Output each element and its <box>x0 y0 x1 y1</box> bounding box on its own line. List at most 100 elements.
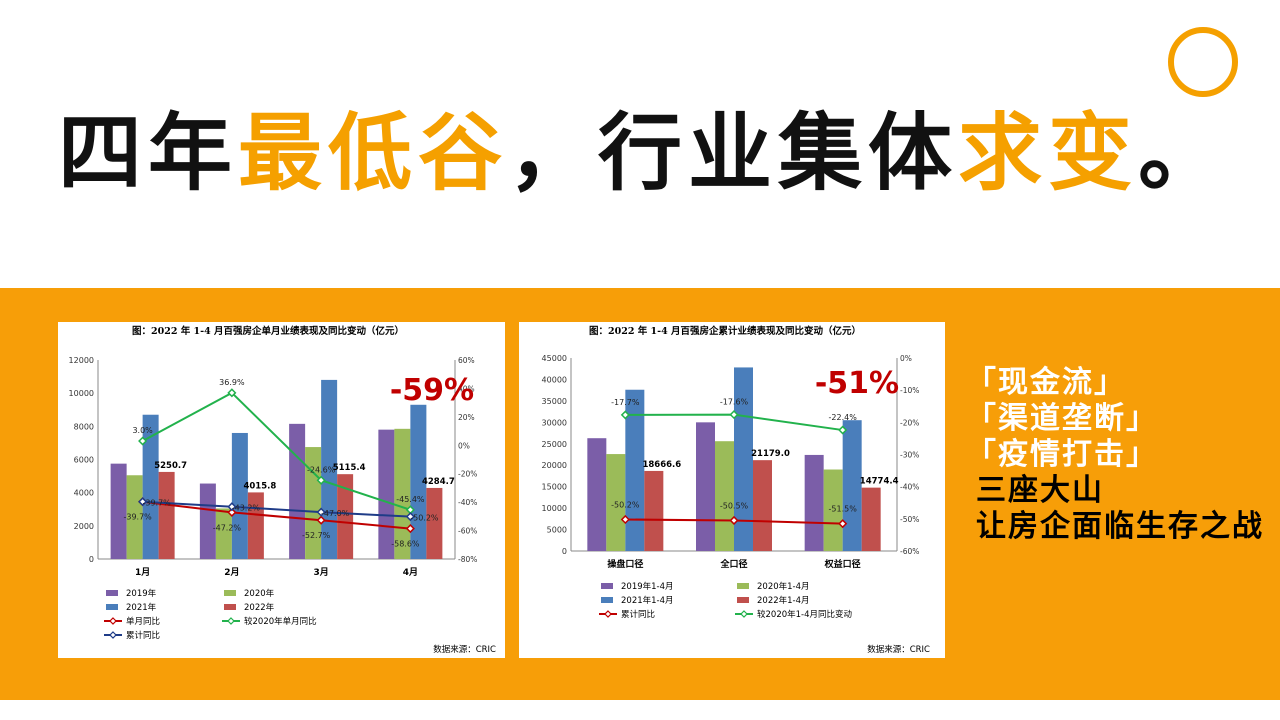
legend-label: 2020年1-4月 <box>757 581 810 592</box>
line-point <box>405 512 415 522</box>
line-point <box>405 524 415 534</box>
line-data-label: 3.0% <box>132 426 153 435</box>
line-data-label: -43.2% <box>232 504 261 513</box>
chart-title: 图：2022 年 1-4 月百强房企累计业绩表现及同比变动（亿元） <box>589 325 861 337</box>
bar-value-label: 5250.7 <box>154 461 187 471</box>
bar <box>734 367 753 551</box>
line-point <box>316 515 326 525</box>
legend-swatch <box>224 604 236 610</box>
legend-label: 2022年1-4月 <box>757 595 810 606</box>
line-point <box>620 514 630 525</box>
big-percent-label: -59% <box>390 373 474 408</box>
bar <box>587 438 607 551</box>
line-data-label: -39.7% <box>142 499 171 508</box>
bar-value-label: 4284.7 <box>422 477 455 487</box>
sidebar-item: 「渠道垄断」 <box>966 401 1158 436</box>
bar <box>753 460 772 551</box>
legend-swatch-point <box>604 610 612 618</box>
x-tick-label: 3月 <box>313 567 328 578</box>
chart-title: 图：2022 年 1-4 月百强房企单月业绩表现及同比变动（亿元） <box>132 325 404 337</box>
bar <box>142 414 159 559</box>
headline-part-highlight: 求变 <box>958 104 1139 202</box>
line-data-label: -47.0% <box>321 509 350 518</box>
y2-tick-label: 0% <box>900 354 912 363</box>
x-tick-label: 操盘口径 <box>607 558 643 570</box>
decorative-circle <box>1168 27 1238 97</box>
legend-swatch-point <box>227 617 235 625</box>
sidebar-text: 「现金流」 「渠道垄断」 「疫情打击」 三座大山 让房企面临生存之战 <box>966 365 1266 545</box>
bar <box>426 487 443 559</box>
y2-tick-label: -20% <box>900 418 919 427</box>
line-data-label: -22.4% <box>829 413 858 422</box>
x-tick-label: 2月 <box>224 567 239 578</box>
bar <box>158 471 175 559</box>
line-data-label: -51.5% <box>829 505 858 514</box>
line-point <box>227 388 237 398</box>
y-tick-label: 2000 <box>74 522 94 531</box>
line-point <box>227 502 237 512</box>
y2-tick-label: -30% <box>900 451 919 460</box>
sidebar-line2: 让房企面临生存之战 <box>976 509 1264 544</box>
line-data-label: -50.2% <box>410 514 439 523</box>
line-data-label: -17.7% <box>611 398 640 407</box>
line-point <box>729 410 739 420</box>
legend-label: 2019年1-4月 <box>621 581 674 592</box>
legend-label: 2022年 <box>244 602 275 613</box>
bar <box>410 404 427 559</box>
bar <box>289 423 306 559</box>
bar-value-label: 4015.8 <box>243 481 276 491</box>
y-tick-label: 30000 <box>542 418 567 427</box>
bar <box>110 463 127 559</box>
sidebar-item: 「现金流」 <box>966 365 1126 400</box>
line-data-label: -39.7% <box>123 513 152 522</box>
y-tick-label: 20000 <box>542 461 567 470</box>
y2-tick-label: -40% <box>458 498 477 507</box>
y-tick-label: 4000 <box>74 489 94 498</box>
bar <box>606 454 626 551</box>
line-point <box>729 515 739 526</box>
y2-tick-label: -60% <box>900 547 919 556</box>
y-tick-label: 5000 <box>547 526 567 535</box>
line-data-label: -52.7% <box>302 531 331 540</box>
x-tick-label: 1月 <box>135 567 150 578</box>
y-tick-label: 10000 <box>542 504 567 513</box>
y-tick-label: 0 <box>562 547 567 556</box>
legend-swatch <box>601 583 613 589</box>
legend-swatch <box>106 590 118 596</box>
legend-label: 较2020年1-4月同比变动 <box>757 609 853 620</box>
y2-tick-label: -40% <box>900 483 919 492</box>
line-point <box>316 507 326 517</box>
line-data-label: -24.6% <box>307 465 336 474</box>
headline-part: 。 <box>1138 104 1229 202</box>
y2-tick-label: 40% <box>458 384 475 393</box>
chart-card-cumulative: 图：2022 年 1-4 月百强房企累计业绩表现及同比变动（亿元） 0 5000 10… <box>519 322 945 658</box>
headline: 四年最低谷，行业集体求变。 <box>58 98 1228 208</box>
bar <box>126 475 143 559</box>
bar-value-label: 18666.6 <box>642 460 681 470</box>
line-point <box>620 410 630 420</box>
y-tick-label: 15000 <box>542 483 567 492</box>
y2-tick-label: -50% <box>900 515 919 524</box>
series-line <box>142 500 411 530</box>
legend-swatch <box>601 597 613 603</box>
y-tick-label: 6000 <box>74 456 94 465</box>
legend-label: 2021年 <box>126 602 157 613</box>
legend-swatch-point <box>109 631 117 639</box>
y2-tick-label: 0% <box>458 441 470 450</box>
y2-tick-label: 60% <box>458 356 475 365</box>
bar <box>696 422 715 551</box>
bar <box>337 474 354 559</box>
bar <box>804 454 824 551</box>
line-data-label: -45.4% <box>396 495 425 504</box>
cumulative-chart: 图：2022 年 1-4 月百强房企累计业绩表现及同比变动（亿元） 0 5000 10… <box>542 325 931 655</box>
bar <box>823 469 843 551</box>
y-tick-label: 12000 <box>69 356 94 365</box>
y2-tick-label: 20% <box>458 413 475 422</box>
y2-tick-label: -60% <box>458 527 477 536</box>
headline-part: 四年 <box>58 104 239 202</box>
legend-label: 2021年1-4月 <box>621 595 674 606</box>
legend-swatch <box>737 597 749 603</box>
bar <box>644 470 664 551</box>
line-point <box>227 507 237 517</box>
line-point <box>138 497 148 507</box>
